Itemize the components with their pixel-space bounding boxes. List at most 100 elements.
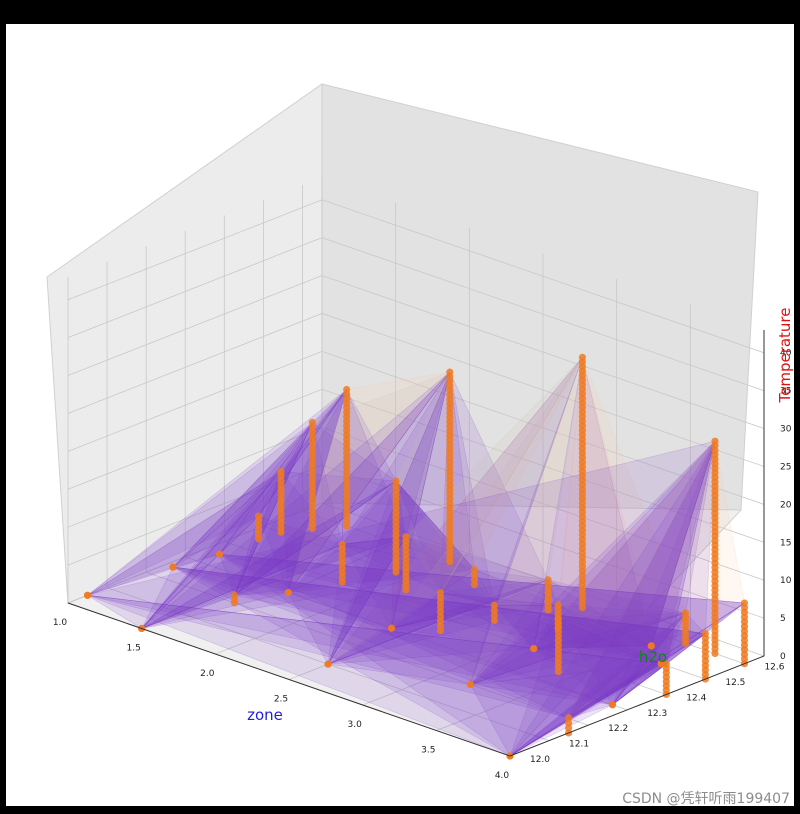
y-tick-label: 12.5: [725, 678, 745, 688]
surface-facet: [87, 471, 282, 596]
surface-facet: [611, 441, 716, 706]
surface-facet: [288, 388, 348, 593]
z-tick-label: 15: [780, 538, 791, 548]
surface-facet: [287, 371, 451, 629]
data-point: [565, 714, 573, 722]
grid-line-z: [67, 199, 765, 354]
surface-facet: [440, 357, 583, 686]
surface-facet: [470, 612, 686, 685]
y-tick-label: 12.3: [647, 709, 667, 719]
surface-facet: [557, 441, 716, 647]
surface-facet: [327, 357, 583, 685]
surface-facet: [567, 440, 745, 719]
surface-facet: [509, 618, 662, 757]
surface-facet: [612, 612, 686, 705]
surface-facet: [509, 645, 662, 757]
surface-facet: [568, 441, 716, 718]
data-point: [338, 540, 346, 548]
data-point: [284, 588, 292, 597]
data-point: [308, 418, 316, 427]
data-point: [470, 581, 479, 589]
y-tick-label: 12.2: [608, 724, 628, 734]
data-point: [490, 601, 498, 609]
surface-facet: [612, 612, 686, 705]
data-point: [578, 353, 586, 362]
surface-facet: [391, 357, 583, 629]
surface-facet: [405, 536, 476, 594]
data-point: [254, 512, 263, 520]
surface-facet: [509, 440, 716, 757]
surface-facet: [327, 605, 559, 665]
surface-facet: [87, 389, 347, 596]
surface-facet: [327, 479, 407, 665]
surface-facet: [141, 536, 407, 629]
x-tick-label: 1.5: [127, 644, 141, 654]
surface-facet: [470, 605, 686, 685]
data-point: [681, 609, 690, 617]
grid-line-z: [67, 350, 765, 505]
surface-facet: [287, 480, 476, 593]
data-point: [608, 701, 617, 709]
surface-facet: [557, 612, 687, 706]
z-tick-label: 0: [780, 652, 786, 662]
data-point: [657, 660, 665, 668]
surface-facet: [509, 602, 745, 757]
data-point: [565, 724, 573, 732]
surface-facet: [141, 480, 476, 629]
surface-facet: [234, 536, 407, 596]
data-point: [466, 680, 474, 689]
surface-facet: [509, 612, 686, 757]
surface-facet: [141, 471, 282, 629]
surface-facet: [470, 612, 687, 706]
surface-facet: [172, 389, 347, 568]
watermark: CSDN @凭轩听雨199407: [622, 791, 790, 807]
surface-facet: [86, 471, 282, 629]
data-point: [565, 719, 573, 727]
surface-facet: [141, 421, 343, 629]
surface-facet: [533, 618, 662, 665]
surface-facet: [219, 553, 746, 719]
surface-facet: [533, 357, 652, 649]
grid-line-z: [67, 502, 765, 657]
z-tick-label: 30: [780, 425, 792, 435]
surface-facet: [469, 618, 663, 685]
surface-facet: [172, 422, 313, 596]
x-axis-line: [67, 602, 511, 757]
surface-facet: [141, 371, 451, 629]
data-point: [277, 467, 285, 476]
data-point: [711, 437, 719, 445]
data-point: [230, 591, 239, 599]
surface-facet: [288, 371, 451, 593]
x-tick-label: 3.0: [348, 720, 363, 730]
x-tick-label: 3.5: [421, 746, 435, 756]
data-point: [647, 642, 655, 650]
surface-facet: [395, 480, 475, 594]
surface-facet: [172, 422, 313, 568]
data-point: [470, 565, 479, 574]
surface-facet: [469, 579, 687, 686]
data-point: [490, 611, 498, 620]
data-point: [343, 385, 351, 394]
z-tick-label: 20: [780, 500, 792, 510]
surface-facet: [87, 422, 313, 596]
surface-facet: [509, 633, 706, 757]
x-axis-label: zone: [247, 706, 283, 724]
surface-facet: [493, 604, 652, 649]
surface-facet: [233, 371, 451, 596]
surface-facet: [533, 441, 716, 649]
surface-facet: [327, 357, 583, 665]
y-axis-line: [509, 655, 765, 757]
data-point: [470, 576, 479, 584]
surface-facet: [533, 579, 653, 649]
grid-line-z: [67, 426, 765, 581]
surface-facet: [509, 633, 706, 757]
surface-facet: [612, 645, 667, 705]
data-point: [701, 629, 709, 638]
data-point: [490, 616, 498, 625]
z-tick-label: 35: [780, 387, 791, 397]
surface-facet: [287, 536, 407, 665]
surface-facet: [391, 579, 549, 649]
surface-facet: [141, 471, 282, 629]
data-point: [215, 550, 224, 558]
